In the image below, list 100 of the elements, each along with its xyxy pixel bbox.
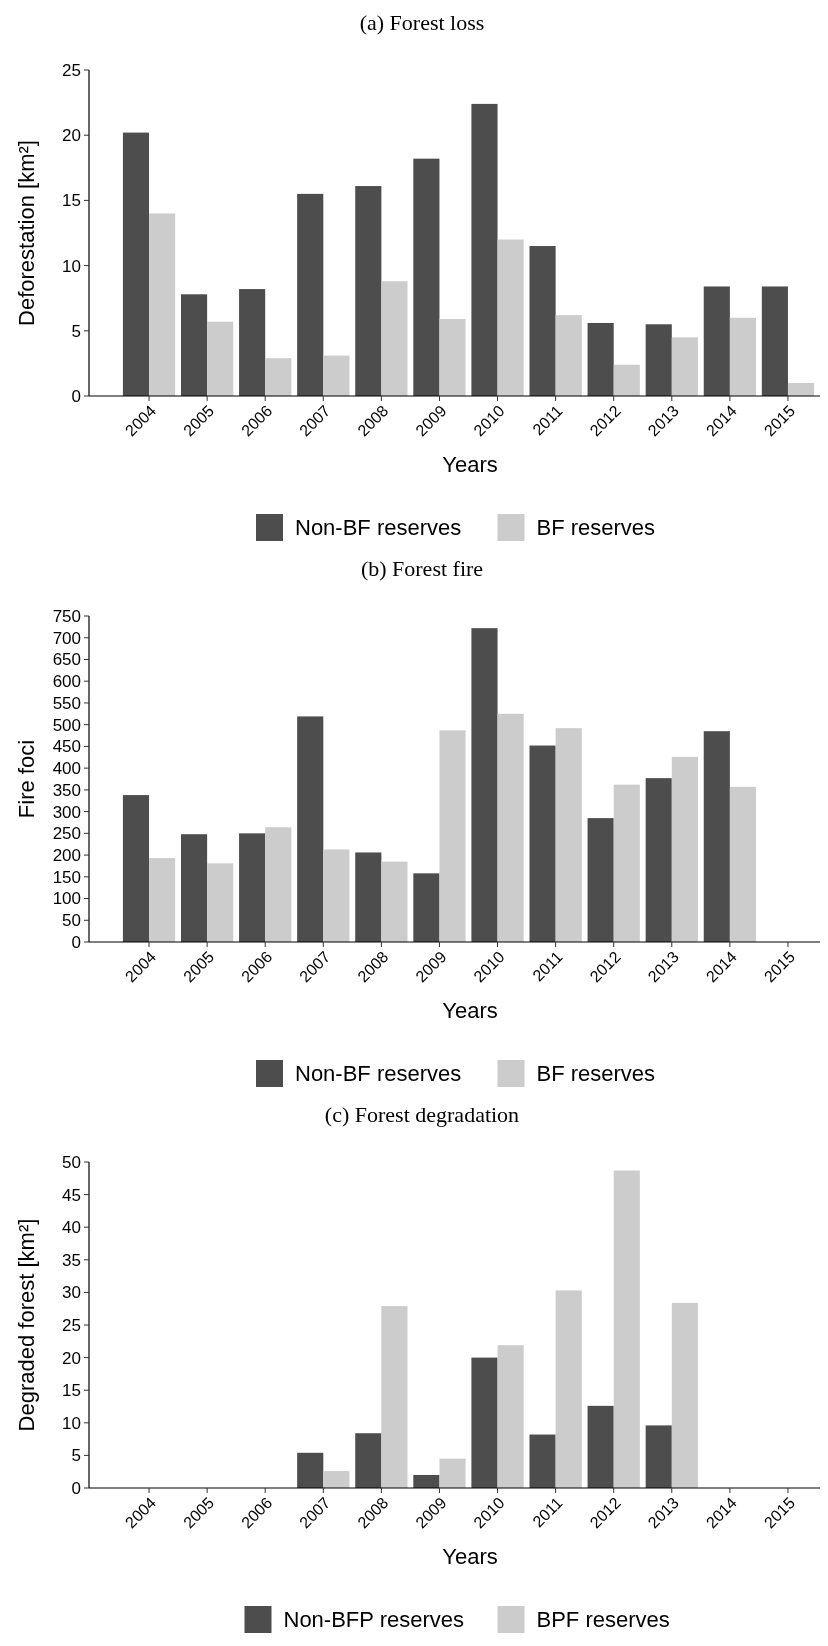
- bar: [587, 1405, 614, 1488]
- bar: [555, 1290, 582, 1488]
- bar: [323, 849, 350, 942]
- bar: [439, 1458, 466, 1488]
- bar: [671, 337, 698, 396]
- x-axis-title: Years: [442, 452, 498, 477]
- bar: [122, 132, 150, 396]
- y-tick-label: 650: [52, 650, 81, 670]
- bar: [671, 756, 698, 942]
- bar: [471, 103, 498, 396]
- y-tick-label: 100: [52, 889, 81, 909]
- bar: [355, 1433, 382, 1488]
- y-tick-label: 450: [52, 737, 81, 757]
- bar: [439, 319, 466, 396]
- y-tick-label: 700: [52, 628, 81, 648]
- bar: [149, 213, 176, 396]
- y-tick-label: 550: [52, 693, 81, 713]
- bar: [645, 778, 672, 942]
- y-tick-label: 10: [62, 1413, 81, 1433]
- y-tick-label: 500: [52, 715, 81, 735]
- y-tick-label: 0: [71, 386, 81, 406]
- bar: [265, 358, 292, 396]
- y-tick-label: 20: [62, 126, 81, 146]
- y-tick-label: 0: [71, 1478, 81, 1498]
- x-axis-title: Years: [442, 1544, 498, 1569]
- bar: [439, 730, 466, 942]
- y-tick-label: 25: [62, 1315, 81, 1335]
- chart-title: (c) Forest degradation: [324, 1102, 520, 1127]
- bar: [613, 364, 640, 396]
- y-tick-label: 45: [62, 1185, 81, 1205]
- bar: [122, 795, 150, 942]
- y-tick-label: 30: [62, 1283, 81, 1303]
- bar: [729, 786, 757, 942]
- bar: [471, 1357, 498, 1488]
- bar: [381, 861, 408, 942]
- bar: [323, 1471, 350, 1488]
- bar: [671, 1302, 698, 1488]
- bar: [180, 834, 208, 942]
- bar: [149, 858, 176, 942]
- bar: [613, 1170, 640, 1488]
- bar: [381, 1306, 408, 1488]
- y-tick-label: 200: [52, 846, 81, 866]
- y-tick-label: 750: [52, 606, 81, 626]
- bar: [555, 728, 582, 942]
- bar: [613, 784, 640, 942]
- y-tick-label: 20: [62, 1348, 81, 1368]
- y-tick-label: 10: [62, 256, 81, 276]
- bar: [645, 324, 672, 396]
- bar: [413, 873, 440, 942]
- legend-label: BF reserves: [536, 1061, 656, 1087]
- y-axis-title: Fire foci: [14, 739, 39, 819]
- bar: [381, 281, 408, 396]
- chart-title: (a) Forest loss: [359, 10, 485, 35]
- chart-title: (b) Forest fire: [360, 556, 484, 581]
- legend-label: BF reserves: [536, 515, 656, 541]
- bar: [761, 286, 788, 396]
- legend-label: Non-BFP reserves: [283, 1607, 465, 1633]
- bar: [703, 286, 730, 396]
- bar: [587, 818, 614, 942]
- legend-label: Non-BF reserves: [295, 1061, 462, 1087]
- bar: [529, 1434, 556, 1488]
- y-tick-label: 35: [62, 1250, 81, 1270]
- bar: [413, 158, 440, 396]
- y-tick-label: 25: [62, 60, 81, 80]
- bar: [645, 1425, 672, 1488]
- bar: [207, 863, 234, 942]
- bar: [265, 827, 292, 942]
- legend-label: Non-BF reserves: [295, 515, 462, 541]
- y-tick-label: 250: [52, 824, 81, 844]
- y-tick-label: 0: [71, 932, 81, 952]
- bar: [703, 731, 730, 942]
- y-tick-label: 400: [52, 759, 81, 779]
- bar: [180, 294, 208, 396]
- legend-label: BPF reserves: [536, 1607, 670, 1633]
- bar: [787, 382, 815, 396]
- bar: [297, 716, 324, 942]
- y-tick-label: 50: [62, 1152, 81, 1172]
- y-tick-label: 600: [52, 672, 81, 692]
- x-axis-title: Years: [442, 998, 498, 1023]
- y-tick-label: 40: [62, 1218, 81, 1238]
- bar: [207, 321, 234, 396]
- bar: [497, 1345, 524, 1488]
- y-tick-label: 15: [62, 191, 81, 211]
- bar: [239, 833, 266, 942]
- bar: [497, 713, 524, 942]
- y-tick-label: 15: [62, 1381, 81, 1401]
- bar: [497, 239, 524, 396]
- bar: [729, 317, 757, 396]
- bar: [529, 246, 556, 396]
- bar: [555, 315, 582, 396]
- bar: [471, 628, 498, 942]
- bar: [355, 852, 382, 942]
- bar: [323, 355, 350, 396]
- y-tick-label: 300: [52, 802, 81, 822]
- y-tick-label: 5: [71, 1446, 81, 1466]
- bar: [239, 289, 266, 396]
- bar: [355, 186, 382, 396]
- y-tick-label: 350: [52, 780, 81, 800]
- y-axis-title: Deforestation [km²]: [14, 140, 39, 326]
- bar: [413, 1474, 440, 1488]
